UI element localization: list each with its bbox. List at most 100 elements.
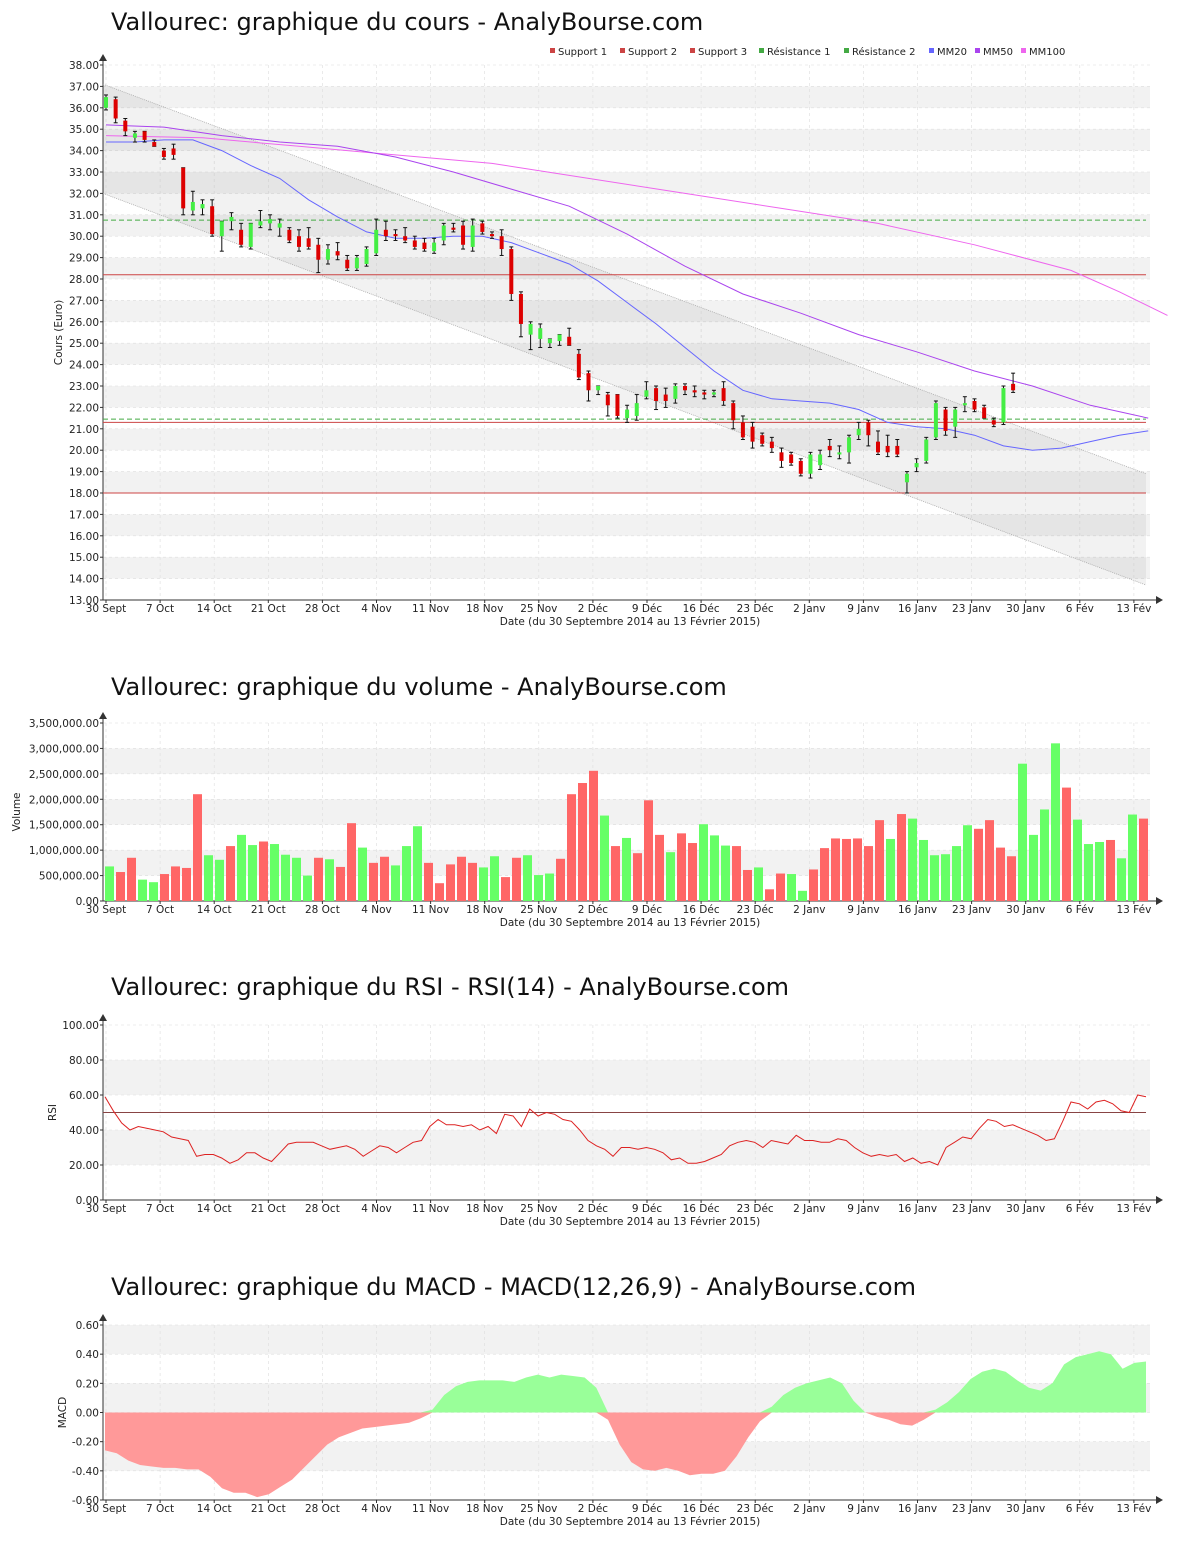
candle-body	[123, 120, 128, 132]
y-tick-label: 0.00	[76, 1195, 99, 1207]
y-tick-label: 30.00	[69, 231, 99, 243]
candle	[490, 231, 494, 239]
x-tick-label: 7 Oct	[146, 603, 174, 615]
candle-body	[480, 223, 485, 232]
candle	[943, 406, 948, 436]
grid-band	[103, 386, 1150, 408]
volume-bar	[644, 800, 653, 901]
x-tick-label: 14 Oct	[197, 1203, 232, 1215]
x-tick-label: 18 Nov	[466, 603, 503, 615]
x-tick-label: 23 Déc	[737, 1203, 774, 1215]
candle-body	[847, 437, 852, 453]
candle-body	[113, 99, 118, 119]
macd-panel: Vallourec: graphique du MACD - MACD(12,2…	[0, 1265, 1200, 1545]
legend-label: MM20	[937, 47, 967, 58]
candle	[258, 210, 263, 229]
legend-label: Support 1	[558, 47, 607, 58]
y-tick-label: 28.00	[69, 274, 99, 286]
candle	[654, 385, 659, 411]
candle-body	[470, 225, 475, 247]
volume-bar	[699, 824, 708, 901]
candle-body	[325, 249, 330, 260]
candle	[200, 199, 205, 216]
y-tick-label: 21.00	[69, 424, 99, 436]
candle	[306, 227, 311, 250]
candle	[876, 430, 880, 455]
y-tick-label: 17.00	[69, 509, 99, 521]
volume-bar	[930, 855, 939, 901]
x-axis-arrow	[1156, 897, 1163, 905]
volume-bar	[479, 867, 488, 901]
candle-body	[461, 225, 466, 245]
candle-body	[789, 454, 794, 464]
candle	[441, 222, 446, 246]
x-tick-label: 4 Nov	[361, 1503, 392, 1515]
x-axis-arrow	[1156, 596, 1163, 604]
candle	[1001, 385, 1006, 426]
x-tick-label: 7 Oct	[146, 904, 174, 916]
y-tick-label: 1,500,000.00	[29, 820, 99, 832]
candle	[808, 451, 813, 479]
candle	[316, 237, 321, 274]
x-tick-label: 30 Janv	[1006, 1203, 1045, 1215]
candle-body	[364, 249, 369, 265]
x-tick-label: 16 Déc	[683, 603, 720, 615]
volume-bar	[204, 855, 213, 901]
volume-bar	[765, 889, 774, 901]
y-tick-label: 37.00	[69, 81, 99, 93]
macd-negative-area	[105, 1412, 1146, 1498]
candle	[760, 432, 765, 447]
y-tick-label: 60.00	[69, 1090, 99, 1102]
y-tick-label: 40.00	[69, 1125, 99, 1137]
x-tick-label: 16 Déc	[683, 1203, 720, 1215]
candle	[104, 94, 108, 111]
channel-upper-line	[102, 83, 1147, 475]
grid-band	[103, 300, 1150, 322]
x-tick-label: 9 Janv	[847, 1203, 879, 1215]
x-tick-label: 23 Janv	[952, 1203, 991, 1215]
candle	[123, 118, 128, 137]
y-tick-label: 80.00	[69, 1055, 99, 1067]
y-axis-arrow	[99, 712, 107, 719]
x-tick-label: 11 Nov	[412, 1503, 449, 1515]
candle-body	[760, 435, 765, 444]
x-tick-label: 9 Déc	[632, 1503, 663, 1515]
candle	[924, 436, 929, 464]
candle-body	[808, 454, 813, 474]
grid-band	[103, 1325, 1150, 1355]
y-tick-label: 18.00	[69, 488, 99, 500]
x-tick-label: 13 Fév	[1116, 603, 1151, 615]
candle-body	[316, 244, 321, 260]
candle	[818, 449, 823, 470]
candle	[190, 190, 195, 216]
x-tick-label: 11 Nov	[412, 904, 449, 916]
x-tick-label: 25 Nov	[520, 904, 557, 916]
macd-chart-title: Vallourec: graphique du MACD - MACD(12,2…	[111, 1273, 916, 1301]
y-tick-label: -0.60	[72, 1495, 99, 1507]
candle-body	[567, 336, 572, 346]
x-tick-label: 25 Nov	[520, 1203, 557, 1215]
x-tick-label: 21 Oct	[251, 603, 286, 615]
y-tick-label: 3,500,000.00	[29, 718, 99, 730]
x-tick-label: 23 Janv	[952, 1503, 991, 1515]
candle-body	[547, 338, 552, 344]
candle-body	[451, 227, 456, 230]
candle-body	[538, 328, 543, 339]
x-tick-label: 4 Nov	[361, 603, 392, 615]
x-tick-label: 4 Nov	[361, 1203, 392, 1215]
candle	[895, 439, 900, 458]
x-tick-label: 16 Déc	[683, 1503, 720, 1515]
candle-body	[509, 249, 514, 294]
y-tick-label: 26.00	[69, 317, 99, 329]
candle	[383, 220, 388, 241]
candle-body	[287, 229, 292, 241]
candle-body	[576, 353, 581, 378]
y-tick-label: 23.00	[69, 381, 99, 393]
mm100-line	[105, 135, 1168, 316]
volume-bar	[875, 820, 884, 901]
volume-panel: Vallourec: graphique du volume - AnalyBo…	[0, 665, 1200, 940]
price-panel: Vallourec: graphique du cours - AnalyBou…	[0, 0, 1200, 640]
mm20-line	[106, 139, 1149, 451]
volume-bar	[864, 846, 873, 901]
x-tick-label: 2 Déc	[578, 1503, 609, 1515]
